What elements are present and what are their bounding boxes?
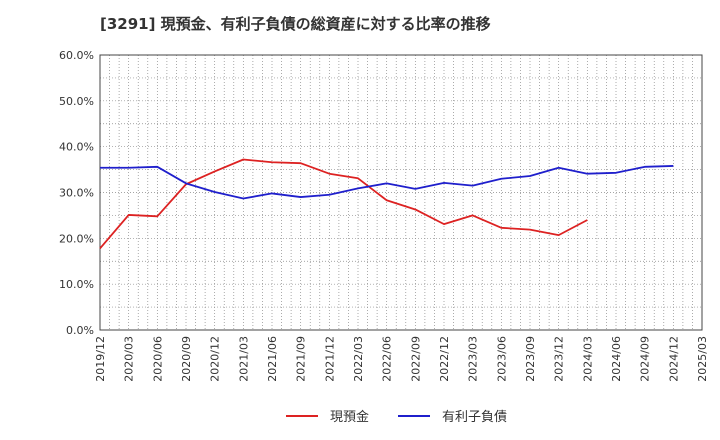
y-tick-label: 20.0% — [59, 232, 94, 245]
x-tick-label: 2023/06 — [495, 336, 508, 382]
axis-layer: 0.0% 10.0% 20.0% 30.0% 40.0% 50.0% 60.0% 2019/1… — [59, 49, 709, 382]
y-tick-label: 40.0% — [59, 141, 94, 154]
x-tick-label: 2021/12 — [323, 336, 336, 382]
x-tick-label: 2023/03 — [467, 336, 480, 382]
x-tick-label: 2020/03 — [123, 336, 136, 382]
x-tick-label: 2023/12 — [553, 336, 566, 382]
x-tick-label: 2022/06 — [381, 336, 394, 382]
chart-title: [3291] 現預金、有利子負債の総資産に対する比率の推移 — [100, 15, 491, 33]
x-tick-label: 2020/09 — [180, 336, 193, 382]
series-line-cash — [99, 158, 588, 250]
x-tick-label: 2021/03 — [237, 336, 250, 382]
x-tick-label: 2021/09 — [295, 336, 308, 382]
x-tick-label: 2024/06 — [610, 336, 623, 382]
x-tick-label: 2020/06 — [151, 336, 164, 382]
x-tick-label: 2022/03 — [352, 336, 365, 382]
x-tick-label: 2022/12 — [438, 336, 451, 382]
y-tick-label: 60.0% — [59, 49, 94, 62]
y-tick-label: 0.0% — [66, 324, 94, 337]
x-tick-label: 2020/12 — [209, 336, 222, 382]
legend-label-debt: 有利子負債 — [442, 410, 507, 425]
legend-label-cash: 現預金 — [330, 409, 369, 425]
y-tick-label: 30.0% — [59, 187, 94, 200]
x-tick-label: 2024/12 — [667, 336, 680, 382]
legend-layer: 現預金 有利子負債 — [286, 409, 507, 425]
y-tick-label: 10.0% — [59, 278, 94, 291]
x-tick-label: 2023/09 — [524, 336, 537, 382]
x-tick-label: 2022/09 — [409, 336, 422, 382]
x-tick-label: 2024/03 — [581, 336, 594, 382]
series-line-debt — [100, 165, 674, 200]
x-tick-label: 2024/09 — [639, 336, 652, 382]
x-tick-label: 2021/06 — [266, 336, 279, 382]
plot-border — [99, 54, 703, 331]
grid-layer — [100, 55, 702, 330]
y-tick-label: 50.0% — [59, 95, 94, 108]
x-tick-label: 2025/03 — [696, 336, 709, 382]
x-tick-label: 2019/12 — [94, 336, 107, 382]
series-layer — [99, 158, 674, 250]
